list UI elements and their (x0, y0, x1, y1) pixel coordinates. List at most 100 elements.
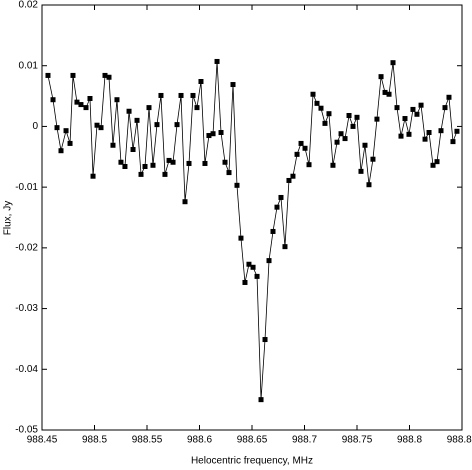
data-marker (390, 60, 396, 66)
data-marker (54, 125, 60, 131)
data-marker (146, 105, 152, 111)
data-marker (150, 162, 156, 168)
y-tick-label: -0.01 (15, 182, 38, 193)
x-tick-label: 988.6 (187, 435, 212, 446)
x-tick-label: 988.45 (27, 435, 58, 446)
y-tick-label: -0.02 (15, 242, 38, 253)
data-marker (406, 131, 412, 137)
data-marker (442, 105, 448, 111)
data-marker (174, 122, 180, 128)
data-marker (422, 136, 428, 142)
data-marker (74, 99, 80, 105)
data-marker (274, 204, 280, 210)
data-marker (67, 140, 73, 146)
data-marker (170, 159, 176, 165)
data-marker (202, 160, 208, 166)
data-marker (178, 92, 184, 98)
data-marker (310, 91, 316, 97)
data-marker (394, 105, 400, 111)
data-marker (410, 106, 416, 112)
data-marker (250, 264, 256, 270)
data-marker (122, 164, 128, 169)
data-marker (266, 258, 272, 264)
data-marker (382, 89, 388, 95)
data-marker (134, 117, 140, 123)
data-marker (198, 79, 204, 84)
data-marker (270, 228, 276, 234)
x-axis-label: Helocentric frequency, MHz (191, 456, 313, 467)
data-marker (78, 102, 84, 108)
data-marker (114, 97, 120, 103)
data-marker (58, 148, 64, 154)
data-marker (50, 97, 56, 103)
data-marker (342, 136, 348, 142)
data-marker (246, 261, 252, 267)
data-marker (334, 139, 340, 145)
data-marker (102, 72, 108, 78)
x-tick-label: 988.65 (237, 435, 268, 446)
data-marker (354, 114, 360, 120)
data-marker (94, 122, 100, 128)
data-marker (142, 164, 148, 169)
data-marker (278, 194, 284, 200)
data-marker (162, 171, 168, 177)
data-marker (294, 151, 300, 157)
data-marker (63, 128, 69, 134)
data-marker (450, 139, 456, 145)
data-marker (454, 128, 460, 134)
data-marker (286, 177, 292, 183)
data-marker (210, 131, 216, 137)
data-marker (118, 159, 124, 165)
data-marker (218, 130, 224, 135)
data-marker (318, 105, 324, 111)
x-tick-label: 988.7 (292, 435, 317, 446)
data-marker (83, 105, 89, 111)
data-marker (374, 116, 380, 122)
data-marker (158, 92, 164, 98)
data-marker (226, 170, 232, 176)
data-marker (182, 199, 188, 205)
x-tick-label: 988.5 (82, 435, 107, 446)
data-marker (98, 125, 104, 131)
y-tick-label: 0 (32, 121, 38, 132)
data-marker (350, 123, 356, 129)
data-marker (258, 397, 264, 403)
data-marker (414, 111, 420, 117)
y-tick-label: -0.04 (15, 364, 38, 375)
data-marker (206, 133, 212, 139)
plot-frame (41, 4, 463, 431)
data-marker (402, 116, 408, 122)
data-marker (346, 113, 352, 118)
data-marker (330, 162, 336, 168)
data-marker (190, 92, 196, 98)
data-marker (138, 171, 144, 177)
data-marker (290, 173, 296, 179)
data-marker (338, 131, 344, 137)
data-marker (130, 147, 136, 152)
data-marker (230, 82, 236, 88)
x-tick-label: 988.75 (342, 435, 373, 446)
y-tick-label: 0.02 (19, 0, 39, 11)
data-marker (90, 173, 96, 179)
data-marker (370, 156, 376, 162)
y-tick-label: -0.05 (15, 425, 38, 436)
x-tick-label: 988.85 (447, 435, 472, 446)
data-marker (298, 140, 304, 146)
data-marker (306, 162, 312, 168)
data-marker (430, 162, 436, 168)
data-marker (110, 142, 116, 148)
data-marker (326, 111, 332, 117)
y-tick-label: 0.01 (19, 60, 39, 71)
data-marker (194, 105, 200, 111)
data-marker (386, 91, 392, 97)
data-marker (70, 72, 76, 78)
data-marker (438, 128, 444, 134)
data-marker (446, 94, 452, 100)
x-tick-label: 988.55 (132, 435, 163, 446)
data-marker (242, 279, 248, 285)
y-tick-label: -0.03 (15, 303, 38, 314)
data-marker (362, 142, 368, 148)
data-marker (186, 160, 192, 166)
data-marker (45, 72, 51, 78)
